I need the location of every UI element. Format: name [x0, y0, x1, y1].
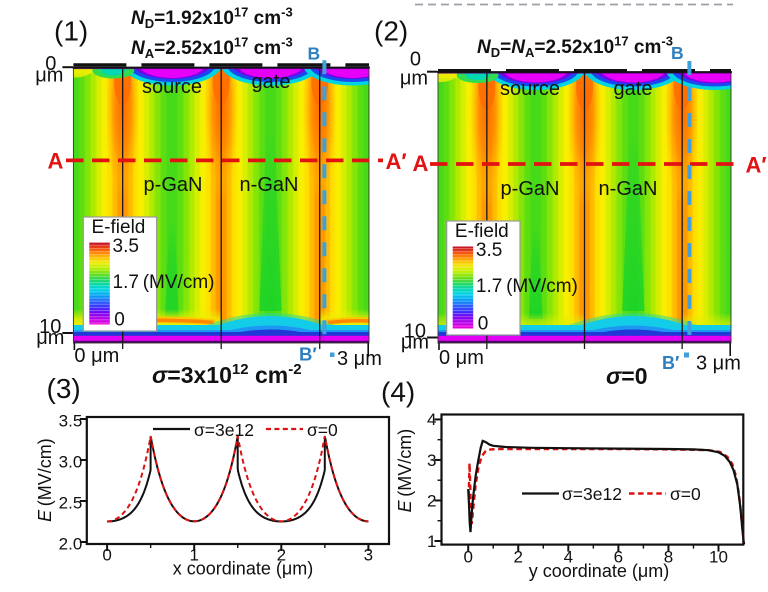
svg-text:6: 6	[614, 547, 623, 566]
svg-text:source: source	[500, 78, 560, 100]
svg-text:3.5: 3.5	[59, 412, 83, 431]
svg-text:B: B	[308, 44, 321, 64]
svg-text:A′: A′	[746, 153, 767, 178]
svg-text:3.5: 3.5	[476, 240, 502, 261]
svg-text:y coordinate (μm): y coordinate (μm)	[529, 561, 669, 581]
svg-text:3.5: 3.5	[113, 236, 139, 257]
svg-text:1: 1	[189, 546, 198, 565]
svg-text:1.7 (MV/cm): 1.7 (MV/cm)	[476, 276, 578, 297]
svg-text:3: 3	[364, 546, 373, 565]
svg-text:A′: A′	[386, 149, 407, 174]
svg-text:2: 2	[427, 491, 436, 510]
svg-text:E-field: E-field	[92, 217, 146, 238]
svg-text:(1): (1)	[54, 16, 88, 47]
svg-text:1.7 (MV/cm): 1.7 (MV/cm)	[113, 272, 215, 293]
svg-text:ND=1.92x1017 cm-3: ND=1.92x1017 cm-3	[131, 5, 293, 32]
svg-text:x coordinate (μm): x coordinate (μm)	[173, 559, 313, 579]
svg-text:ND=NA=2.52x1017 cm-3: ND=NA=2.52x1017 cm-3	[477, 34, 673, 61]
svg-text:0: 0	[114, 310, 125, 331]
svg-text:E (MV/cm): E (MV/cm)	[35, 438, 55, 522]
svg-text:σ=3e12: σ=3e12	[194, 420, 254, 440]
svg-text:4: 4	[564, 547, 573, 566]
svg-text:3: 3	[427, 451, 436, 470]
svg-text:E (MV/cm): E (MV/cm)	[395, 429, 415, 513]
svg-text:μm: μm	[401, 332, 429, 354]
svg-text:σ=0: σ=0	[670, 484, 701, 504]
svg-text:μm: μm	[35, 65, 63, 87]
svg-text:gate: gate	[614, 78, 653, 100]
svg-text:σ=0: σ=0	[606, 363, 648, 389]
svg-text:0: 0	[45, 53, 56, 75]
svg-text:(4): (4)	[381, 377, 415, 408]
svg-text:source: source	[142, 76, 202, 98]
svg-text:2.5: 2.5	[59, 494, 83, 513]
svg-text:10: 10	[404, 321, 426, 343]
svg-text:(3): (3)	[47, 373, 81, 404]
svg-text:3.0: 3.0	[59, 453, 83, 472]
svg-text:B: B	[671, 43, 684, 63]
svg-text:A: A	[413, 151, 429, 176]
svg-text:10: 10	[709, 547, 728, 566]
svg-text:σ=0: σ=0	[307, 420, 338, 440]
svg-text:0: 0	[410, 49, 421, 71]
svg-text:μm: μm	[36, 327, 64, 349]
svg-text:0 μm: 0 μm	[74, 345, 119, 367]
svg-text:1: 1	[427, 532, 436, 551]
svg-text:n-GaN: n-GaN	[599, 178, 658, 200]
svg-text:(2): (2)	[374, 16, 408, 47]
svg-text:σ=3e12: σ=3e12	[562, 484, 622, 504]
svg-text:n-GaN: n-GaN	[240, 174, 299, 196]
svg-text:2.0: 2.0	[59, 535, 83, 554]
svg-text:E-field: E-field	[455, 221, 509, 242]
svg-text:0: 0	[478, 314, 489, 335]
svg-text:0 μm: 0 μm	[439, 347, 484, 369]
svg-text:2: 2	[277, 546, 286, 565]
svg-text:A: A	[48, 149, 64, 174]
svg-text:0: 0	[463, 547, 472, 566]
svg-text:B′: B′	[662, 353, 679, 373]
svg-text:μm: μm	[400, 68, 428, 90]
svg-text:B′: B′	[299, 344, 317, 365]
svg-text:8: 8	[664, 547, 673, 566]
svg-text:p-GaN: p-GaN	[501, 178, 560, 200]
svg-text:σ=3x1012 cm-2: σ=3x1012 cm-2	[152, 361, 302, 388]
svg-text:0: 0	[102, 546, 111, 565]
svg-text:p-GaN: p-GaN	[144, 174, 203, 196]
svg-text:4: 4	[427, 410, 436, 429]
svg-text:gate: gate	[252, 71, 291, 93]
svg-text:3 μm: 3 μm	[337, 348, 382, 370]
svg-text:2: 2	[514, 547, 523, 566]
svg-text:10: 10	[39, 316, 61, 338]
svg-text:3 μm: 3 μm	[696, 353, 741, 375]
svg-text:NA=2.52x1017 cm-3: NA=2.52x1017 cm-3	[131, 35, 293, 62]
